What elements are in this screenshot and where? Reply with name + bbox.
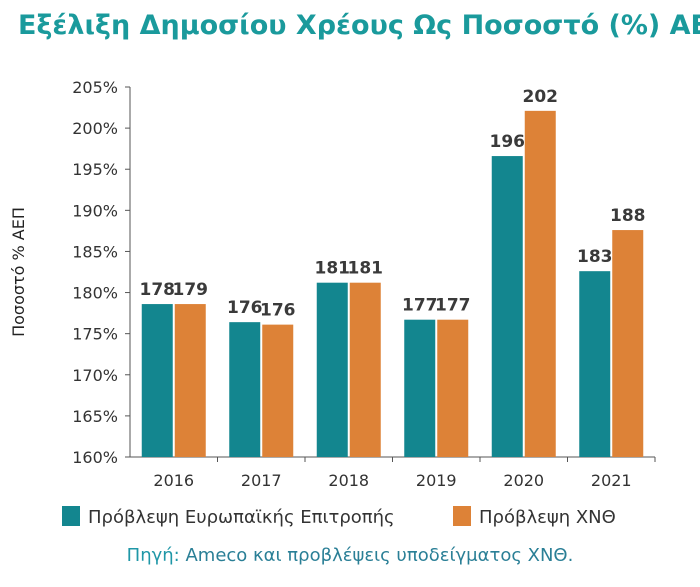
bar-xnth-2017	[262, 324, 294, 457]
bar-xnth-2018	[349, 282, 381, 457]
chart-title: Εξέλιξη Δημοσίου Χρέους Ως Ποσοστό (%) Α…	[18, 10, 700, 41]
data-label: 181	[348, 259, 384, 279]
data-label: 196	[490, 132, 526, 152]
x-tick-label: 2016	[153, 471, 194, 490]
x-tick-label: 2019	[416, 471, 457, 490]
bar-xnth-2016	[174, 304, 206, 457]
y-tick-label: 175%	[72, 325, 118, 344]
bar-commission-2017	[229, 322, 261, 457]
bar-xnth-2021	[612, 230, 644, 457]
bar-commission-2016	[141, 304, 173, 457]
bar-commission-2018	[316, 282, 348, 457]
bar-xnth-2019	[437, 319, 469, 457]
x-tick-label: 2018	[328, 471, 369, 490]
data-label: 176	[227, 298, 263, 318]
y-tick-label: 195%	[72, 160, 118, 179]
source-text: Ameco και προβλέψεις υποδείγματος ΧΝΘ.	[179, 545, 574, 566]
y-tick-label: 185%	[72, 242, 118, 261]
data-label: 202	[523, 87, 559, 107]
source-note: Πηγή: Ameco και προβλέψεις υποδείγματος …	[0, 545, 700, 566]
data-label: 181	[315, 259, 351, 279]
y-tick-label: 180%	[72, 284, 118, 303]
bar-commission-2021	[579, 271, 611, 457]
y-tick-label: 170%	[72, 366, 118, 385]
legend-swatch	[62, 506, 80, 526]
y-tick-label: 165%	[72, 407, 118, 426]
data-label: 183	[577, 247, 613, 267]
y-tick-label: 190%	[72, 201, 118, 220]
data-label: 179	[173, 280, 209, 300]
data-label: 177	[402, 296, 438, 316]
x-tick-label: 2017	[241, 471, 282, 490]
x-tick-label: 2021	[591, 471, 632, 490]
source-prefix: Πηγή:	[126, 545, 180, 566]
y-tick-label: 205%	[72, 78, 118, 97]
data-label: 176	[260, 301, 296, 321]
bar-xnth-2020	[524, 110, 556, 457]
data-label: 177	[435, 296, 471, 316]
bar-commission-2020	[491, 156, 523, 458]
data-label: 188	[610, 206, 646, 226]
y-tick-label: 160%	[72, 448, 118, 467]
legend-swatch	[453, 506, 471, 526]
y-tick-label: 200%	[72, 119, 118, 138]
data-label: 178	[140, 280, 176, 300]
y-axis-title: Ποσοστό % ΑΕΠ	[9, 207, 28, 337]
bar-commission-2019	[404, 319, 436, 457]
legend-label: Πρόβλεψη Ευρωπαϊκής Επιτροπής	[88, 507, 395, 528]
x-tick-label: 2020	[503, 471, 544, 490]
legend-label: Πρόβλεψη ΧΝΘ	[479, 507, 616, 528]
